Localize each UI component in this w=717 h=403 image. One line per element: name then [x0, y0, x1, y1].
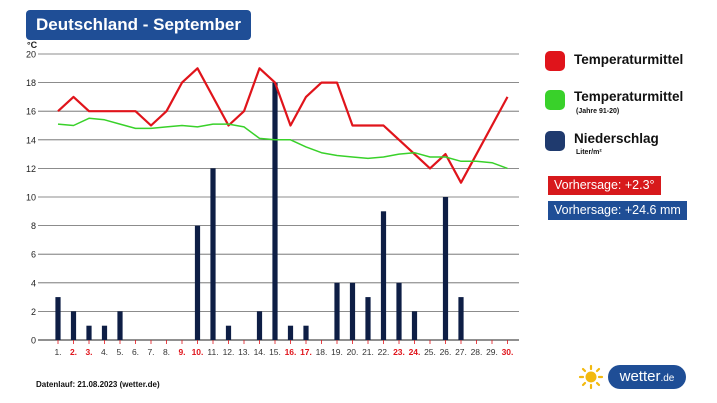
precip-bar — [287, 325, 294, 340]
x-tick-label: 17. — [300, 347, 312, 357]
x-tick-label: 20. — [347, 347, 359, 357]
x-tick-label: 6. — [132, 347, 139, 357]
precip-forecast-badge: Vorhersage: +24.6 mm — [548, 201, 687, 220]
y-tick-label: 4 — [31, 278, 36, 288]
sun-icon — [578, 364, 604, 390]
x-tick-label: 12. — [223, 347, 235, 357]
x-tick-label: 9. — [178, 347, 185, 357]
x-tick-label: 5. — [116, 347, 123, 357]
precip-bar — [365, 297, 371, 340]
x-tick-label: 1. — [54, 347, 61, 357]
x-tick-label: 7. — [147, 347, 154, 357]
x-tick-label: 4. — [101, 347, 108, 357]
precip-bar — [86, 325, 92, 340]
legend-sub-temp-normal: (Jahre 91-20) — [576, 108, 620, 115]
y-tick-label: 18 — [26, 78, 36, 88]
legend-sub-precip: Liter/m² — [576, 149, 602, 156]
x-tick-label: 27. — [455, 347, 467, 357]
y-tick-label: 8 — [31, 221, 36, 231]
x-tick-label: 8. — [163, 347, 170, 357]
x-tick-label: 14. — [254, 347, 266, 357]
precip-bar — [334, 282, 340, 340]
x-tick-label: 26. — [440, 347, 452, 357]
precip-bar — [380, 211, 387, 340]
x-tick-label: 2. — [70, 347, 77, 357]
data-run-footer: Datenlauf: 21.08.2023 (wetter.de) — [36, 380, 160, 389]
y-tick-label: 6 — [31, 250, 36, 260]
precip-bar — [411, 311, 418, 340]
legend-label-temp: Temperaturmittel — [574, 52, 684, 67]
legend-swatch-temp — [545, 51, 565, 71]
legend-label-temp-normal: Temperaturmittel — [574, 89, 684, 104]
precip-bar — [194, 225, 201, 340]
precip-bar — [210, 168, 216, 340]
legend-swatch-temp-normal — [545, 90, 565, 110]
y-axis-label: °C — [27, 40, 38, 50]
precip-bar — [396, 282, 402, 340]
precip-bar — [256, 311, 263, 340]
x-tick-label: 29. — [486, 347, 498, 357]
precip-bar — [225, 325, 232, 340]
x-tick-label: 23. — [393, 347, 405, 357]
precip-bar — [55, 297, 61, 340]
x-tick-label: 10. — [192, 347, 204, 357]
y-tick-label: 14 — [26, 135, 36, 145]
x-tick-label: 16. — [285, 347, 297, 357]
temp-line — [57, 67, 509, 184]
legend-swatch-precip — [545, 131, 565, 151]
x-tick-label: 22. — [378, 347, 390, 357]
x-tick-label: 19. — [331, 347, 343, 357]
x-tick-label: 15. — [269, 347, 281, 357]
x-tick-label: 24. — [409, 347, 421, 357]
y-tick-label: 12 — [26, 164, 36, 174]
y-tick-label: 10 — [26, 193, 36, 203]
brand-name: wetter.de — [608, 365, 686, 389]
precip-bar — [272, 82, 278, 340]
precip-bar — [303, 325, 309, 340]
x-tick-label: 3. — [85, 347, 92, 357]
temp-normal-line — [57, 117, 508, 170]
legend-label-precip: Niederschlag — [574, 131, 659, 146]
precip-bar — [442, 197, 449, 340]
precip-bar — [458, 297, 464, 340]
y-tick-label: 16 — [26, 107, 36, 117]
brand-logo[interactable]: wetter.de — [577, 364, 687, 390]
x-tick-label: 21. — [362, 347, 374, 357]
y-tick-label: 0 — [31, 336, 36, 346]
precip-bar — [117, 311, 123, 340]
y-tick-label: 2 — [31, 307, 36, 317]
precip-bar — [70, 311, 77, 340]
y-tick-label: 20 — [26, 50, 36, 60]
x-tick-label: 18. — [316, 347, 328, 357]
x-tick-label: 11. — [207, 347, 218, 357]
precip-bar — [349, 282, 356, 340]
x-tick-label: 28. — [471, 347, 483, 357]
x-tick-label: 13. — [238, 347, 250, 357]
x-tick-label: 25. — [424, 347, 436, 357]
precip-bar — [101, 325, 108, 340]
temp-forecast-badge: Vorhersage: +2.3° — [548, 176, 661, 195]
x-tick-label: 30. — [502, 347, 514, 357]
page-title: Deutschland - September — [26, 10, 251, 40]
